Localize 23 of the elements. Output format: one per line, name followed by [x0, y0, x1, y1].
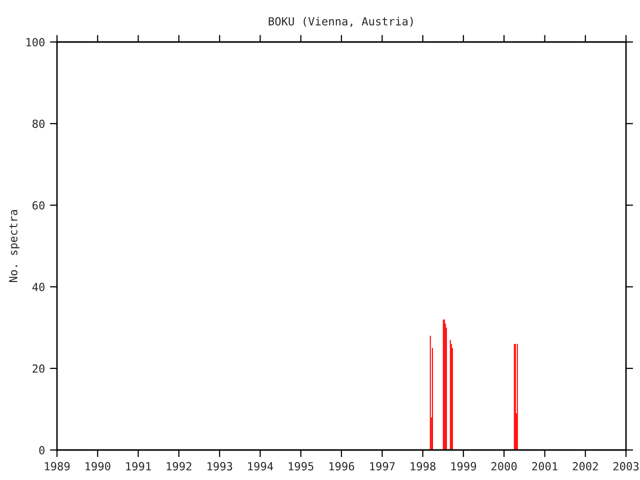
x-tick-label: 2001 [532, 462, 558, 470]
chart-title: BOKU (Vienna, Austria) [268, 16, 413, 27]
x-tick-label: 1993 [208, 462, 232, 470]
x-tick-label: 1992 [166, 462, 192, 470]
x-tick-label: 1995 [288, 462, 314, 470]
x-tick-label: 2002 [572, 462, 598, 470]
x-tick-label: 1996 [329, 462, 354, 470]
x-tick-label: 1989 [44, 462, 70, 470]
x-tick-label: 1999 [451, 462, 476, 470]
x-tick-label: 1998 [410, 462, 436, 470]
y-tick-label: 40 [32, 282, 44, 292]
x-tick-label: 2000 [491, 462, 517, 470]
y-tick-label: 0 [39, 446, 44, 454]
x-tick-label: 1990 [86, 462, 110, 470]
y-axis-title: No. spectra [9, 210, 20, 282]
x-tick-label: 1994 [248, 462, 274, 470]
y-tick-label: 60 [32, 201, 44, 210]
x-tick-label: 2003 [613, 462, 639, 470]
y-tick-label: 80 [32, 120, 44, 128]
y-tick-label: 100 [26, 38, 44, 46]
x-tick-label: 1997 [370, 462, 395, 470]
x-tick-label: 1991 [126, 462, 151, 470]
y-tick-label: 20 [32, 364, 44, 373]
